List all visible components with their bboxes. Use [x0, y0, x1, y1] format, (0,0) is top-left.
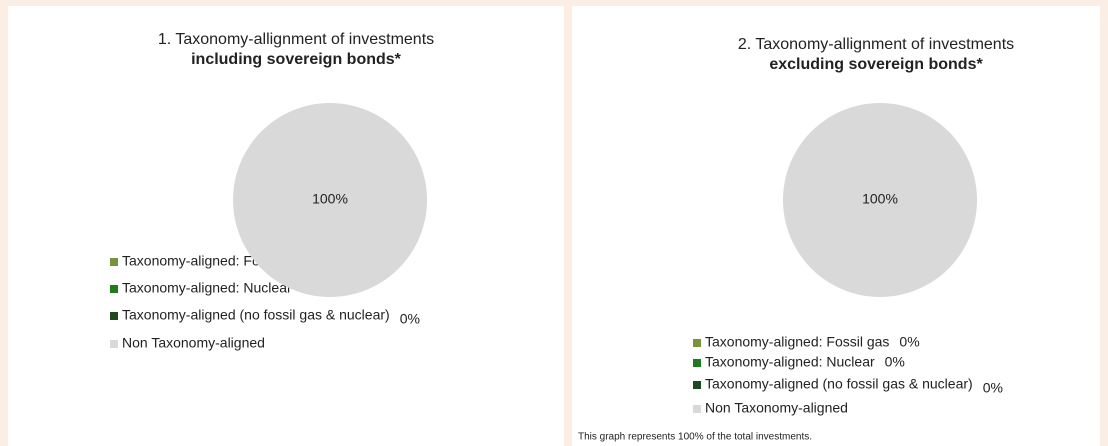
legend-swatch [110, 340, 118, 348]
chart-subtitle: including sovereign bonds* [191, 51, 402, 68]
chart-title: 2. Taxonomy-allignment of investments [738, 36, 1014, 53]
legend-swatch [693, 339, 701, 347]
legend-label: Taxonomy-aligned: Fossil gas [705, 334, 889, 350]
legend-swatch [693, 405, 701, 413]
chart-title: 1. Taxonomy-allignment of investments [158, 31, 434, 48]
footnote: This graph represents 100% of the total … [578, 432, 812, 443]
legend-label: Taxonomy-aligned (no fossil gas & nuclea… [122, 307, 390, 323]
legend-label: Non Taxonomy-aligned [705, 400, 848, 416]
legend-swatch [110, 312, 118, 320]
legend-value: 0% [899, 334, 919, 350]
legend-swatch [693, 359, 701, 367]
legend-label: Non Taxonomy-aligned [122, 335, 265, 351]
legend-swatch [110, 258, 118, 266]
pie-slice [783, 103, 977, 297]
pie-slice [233, 103, 427, 297]
legend-value: 0% [983, 380, 1003, 396]
legend-swatch [693, 381, 701, 389]
chart-subtitle: excluding sovereign bonds* [769, 56, 983, 73]
slice-label: 100% [862, 191, 898, 207]
legend-label: Taxonomy-aligned: Nuclear [705, 354, 875, 370]
slice-label: 100% [312, 191, 348, 207]
legend-label: Taxonomy-aligned (no fossil gas & nuclea… [705, 376, 973, 392]
legend-value: 0% [400, 311, 420, 327]
legend-swatch [110, 285, 118, 293]
legend-label: Taxonomy-aligned: Nuclear [122, 280, 292, 296]
legend-value: 0% [885, 354, 905, 370]
